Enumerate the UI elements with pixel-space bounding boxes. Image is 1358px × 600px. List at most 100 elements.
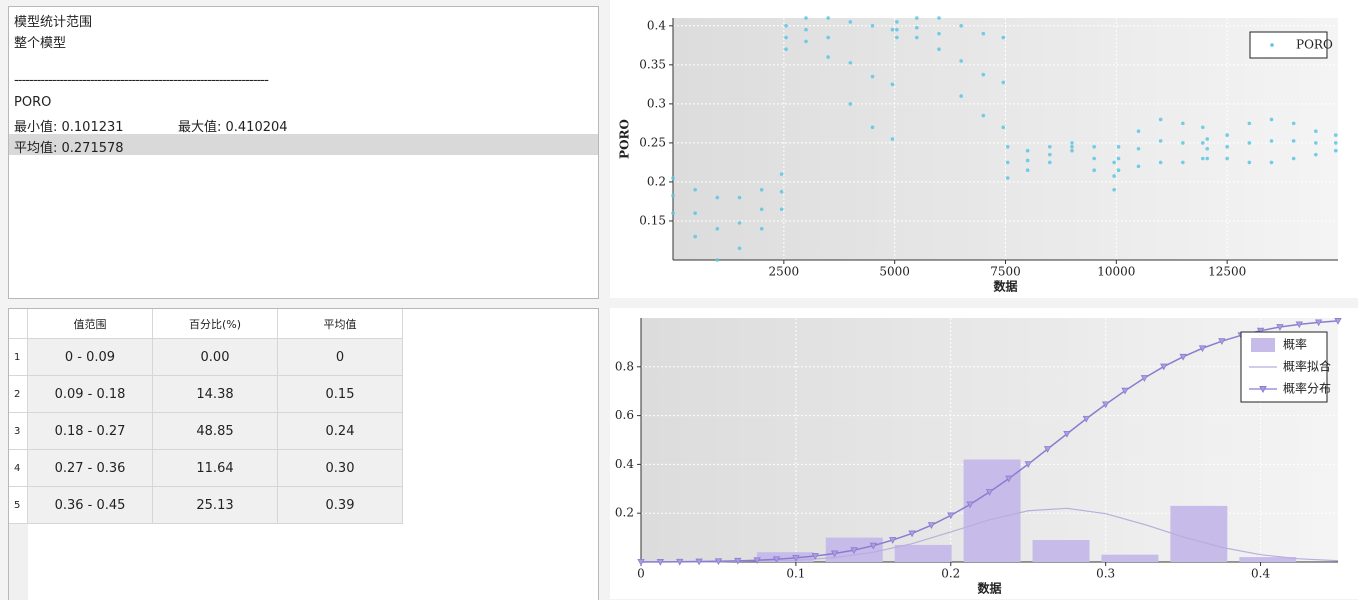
table-cell: 11.64 bbox=[153, 450, 278, 487]
scatter-point bbox=[1158, 160, 1163, 165]
table-cell: 48.85 bbox=[153, 413, 278, 450]
stats-table: 值范围 百分比(%) 平均值 1 0 - 0.09 0.00 0 2 0.09 - 0.18 14… bbox=[8, 308, 599, 600]
scatter-point bbox=[895, 20, 899, 24]
scatter-point bbox=[890, 27, 895, 32]
scatter-point bbox=[1116, 145, 1121, 149]
scatter-point bbox=[1158, 139, 1163, 143]
scatter-point bbox=[1200, 156, 1205, 161]
legend-box bbox=[1249, 31, 1328, 59]
scatter-point bbox=[693, 234, 697, 239]
scatter-point bbox=[1048, 145, 1052, 149]
line-marker bbox=[830, 550, 839, 558]
scatter-point bbox=[1025, 158, 1030, 163]
scatter-point bbox=[915, 16, 919, 20]
x-tick-label: 0.3 bbox=[1096, 567, 1115, 581]
histogram-bar bbox=[1170, 505, 1228, 562]
line-marker bbox=[1082, 415, 1090, 423]
y-tick-label: 0.2 bbox=[615, 506, 634, 520]
y-tick-label: 0.15 bbox=[639, 213, 666, 227]
min-value: 最小值: 0.101231 bbox=[14, 120, 124, 135]
row-number: 2 bbox=[9, 376, 28, 413]
legend-label: 概率拟合 bbox=[1283, 359, 1331, 374]
scatter-point bbox=[1333, 133, 1338, 137]
column-header: 平均值 bbox=[278, 309, 403, 339]
line-marker bbox=[714, 558, 723, 566]
line-marker bbox=[792, 555, 800, 562]
line-marker bbox=[637, 559, 645, 566]
scatter-point bbox=[759, 207, 764, 212]
scatter-point bbox=[937, 31, 941, 36]
table-cell: 0.39 bbox=[278, 487, 403, 524]
scatter-point bbox=[1291, 156, 1296, 161]
line-marker bbox=[869, 542, 878, 550]
line-marker bbox=[1043, 446, 1052, 453]
scatter-point bbox=[715, 226, 720, 231]
scatter-point bbox=[1314, 141, 1318, 145]
line-marker bbox=[927, 522, 936, 529]
scatter-point bbox=[1269, 160, 1274, 165]
histogram-bar bbox=[1032, 540, 1090, 562]
column-header: 值范围 bbox=[28, 309, 153, 339]
scatter-point bbox=[981, 72, 986, 77]
selected-row[interactable] bbox=[9, 134, 598, 155]
max-value: 最大值: 0.410204 bbox=[178, 120, 288, 135]
scatter-point bbox=[1225, 156, 1229, 161]
scatter-point bbox=[804, 16, 808, 20]
scatter-point bbox=[715, 195, 720, 200]
histogram-bar bbox=[894, 544, 952, 562]
line-marker bbox=[966, 501, 974, 509]
scatter-point bbox=[826, 35, 830, 40]
scatter-point bbox=[848, 102, 853, 106]
corner bbox=[9, 309, 28, 339]
table-cell: 0 bbox=[278, 339, 403, 376]
scatter-point bbox=[981, 31, 986, 36]
scatter-point bbox=[1314, 152, 1318, 157]
scatter-point bbox=[1333, 141, 1338, 145]
scatter-point bbox=[1005, 176, 1010, 180]
legend-label: PORO bbox=[1296, 38, 1333, 52]
x-axis-label: 数据 bbox=[993, 279, 1017, 294]
scatter-point bbox=[915, 35, 919, 40]
scatter-point bbox=[895, 27, 899, 32]
scatter-point bbox=[671, 211, 675, 215]
x-tick-label: 5000 bbox=[879, 265, 910, 279]
histogram-bar bbox=[1239, 557, 1297, 562]
x-tick-label: 12500 bbox=[1208, 265, 1246, 279]
table-cell: 0.18 - 0.27 bbox=[28, 413, 153, 450]
y-tick-label: 0.6 bbox=[615, 408, 634, 422]
scatter-point bbox=[1001, 80, 1006, 85]
scatter-point bbox=[1092, 168, 1096, 173]
scatter-point bbox=[1136, 146, 1141, 151]
scatter-point bbox=[1200, 141, 1205, 145]
left-pane: 模型统计范围 整个模型 ----------------------------… bbox=[0, 0, 610, 600]
x-tick-label: 0.4 bbox=[1251, 567, 1270, 581]
scatter-point bbox=[959, 94, 963, 98]
legend-swatch bbox=[1259, 386, 1267, 394]
mean-value: 平均值: 0.271578 bbox=[14, 141, 124, 156]
line-marker bbox=[695, 558, 703, 566]
line-series bbox=[640, 507, 1339, 563]
x-tick-label: 0.2 bbox=[941, 567, 960, 581]
scatter-point bbox=[1001, 35, 1006, 40]
line-marker bbox=[772, 556, 781, 564]
x-tick-label: 2500 bbox=[769, 265, 800, 279]
line-marker bbox=[1276, 324, 1284, 331]
line-marker bbox=[734, 557, 742, 565]
scatter-point bbox=[1005, 145, 1010, 149]
histogram-bar bbox=[963, 459, 1021, 562]
scatter-point bbox=[737, 195, 742, 200]
scatter-point bbox=[1181, 141, 1185, 145]
scatter-point bbox=[1112, 174, 1116, 178]
histogram-bar bbox=[1101, 554, 1159, 562]
scatter-point bbox=[1247, 160, 1252, 165]
scatter-point bbox=[1112, 187, 1116, 192]
scatter-point bbox=[737, 221, 742, 225]
scatter-point bbox=[1136, 129, 1141, 133]
scatter-point bbox=[1225, 133, 1229, 137]
line-marker bbox=[1101, 401, 1110, 409]
line-marker bbox=[1198, 345, 1207, 353]
scatter-point bbox=[1070, 148, 1074, 153]
x-axis-label: 数据 bbox=[977, 581, 1001, 596]
scatter-point bbox=[1181, 160, 1185, 165]
table-cell: 0.00 bbox=[153, 339, 278, 376]
